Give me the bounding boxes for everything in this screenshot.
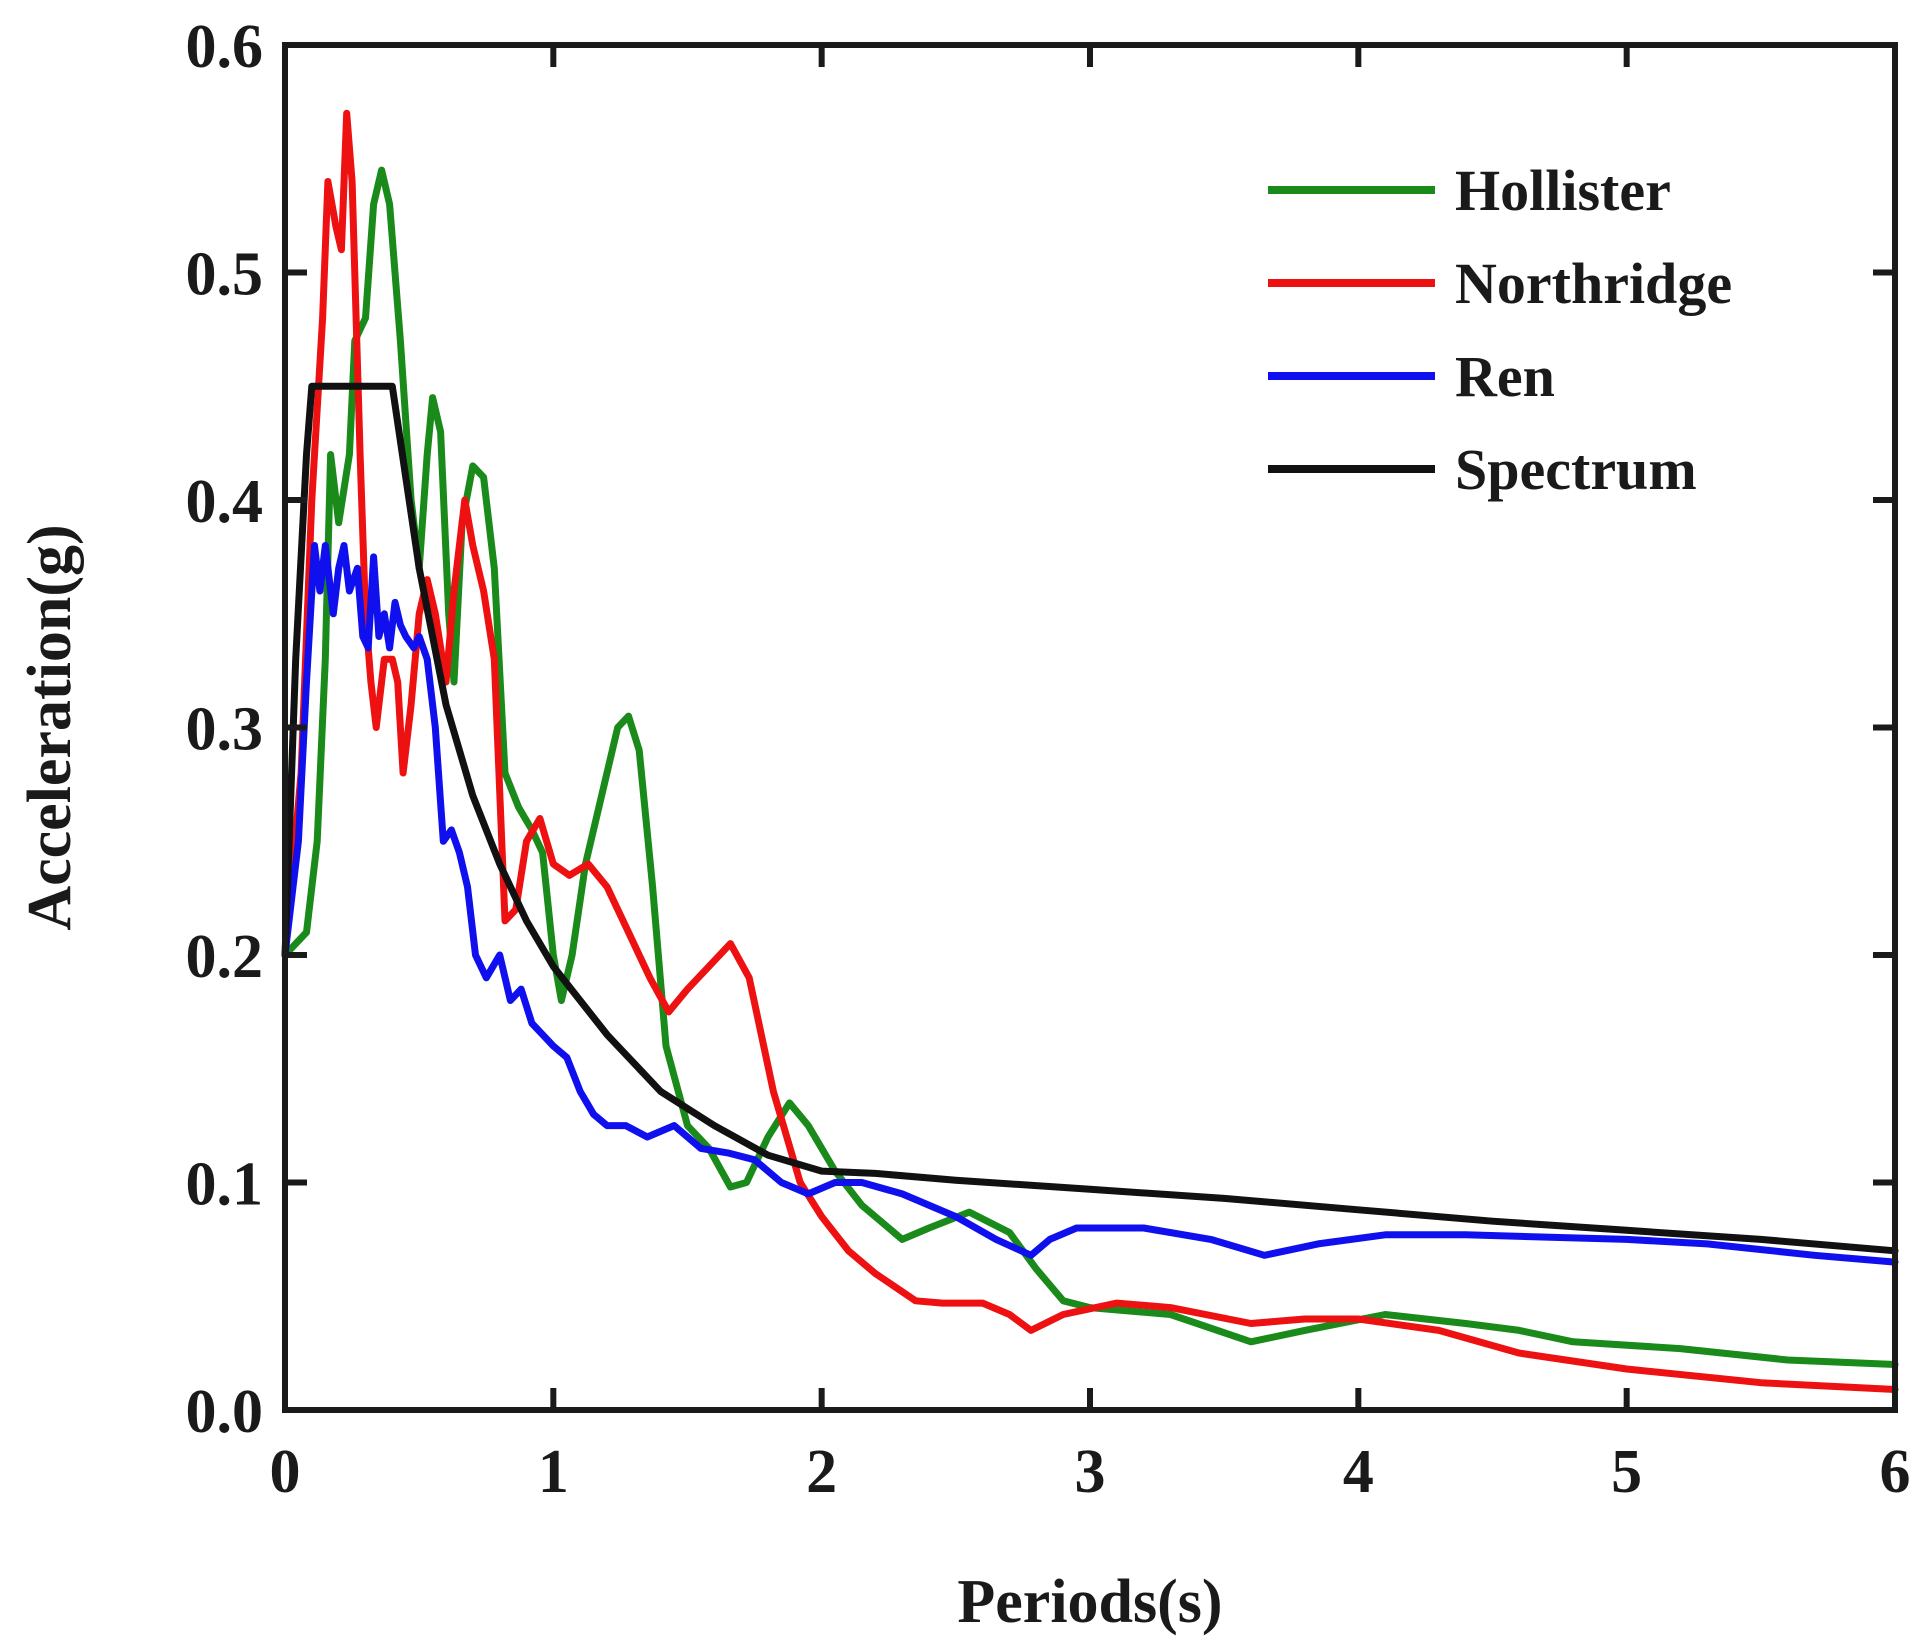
y-axis-title: Acceleration(g) <box>16 524 84 930</box>
y-tick-label: 0.2 <box>186 923 264 991</box>
y-tick-label: 0.0 <box>186 1378 264 1446</box>
x-tick-label: 2 <box>806 1438 837 1506</box>
x-tick-label: 3 <box>1075 1438 1106 1506</box>
y-tick-label: 0.5 <box>186 241 264 309</box>
ticks-layer <box>282 42 1898 1413</box>
x-tick-label: 1 <box>538 1438 569 1506</box>
x-tick-label: 4 <box>1343 1438 1374 1506</box>
x-tick-label: 5 <box>1611 1438 1642 1506</box>
y-tick-label: 0.6 <box>186 13 264 81</box>
y-tick-label: 0.1 <box>186 1151 264 1219</box>
x-axis-title: Periods(s) <box>957 1568 1222 1636</box>
y-tick-label: 0.4 <box>186 468 264 536</box>
legend-label-ren: Ren <box>1455 344 1555 409</box>
plot-frame <box>282 42 1898 1413</box>
series-line-ren <box>281 542 1899 1266</box>
legend-label-hollister: Hollister <box>1455 158 1671 223</box>
legend-label-northridge: Northridge <box>1455 251 1732 316</box>
series-line-hollister <box>281 166 1899 1368</box>
series-line-spectrum <box>281 382 1899 1255</box>
legend-label-spectrum: Spectrum <box>1455 437 1697 502</box>
x-tick-label: 6 <box>1880 1438 1911 1506</box>
y-tick-label: 0.3 <box>186 696 264 764</box>
x-tick-label: 0 <box>270 1438 301 1506</box>
series-layer <box>281 109 1899 1393</box>
labels-layer: 0 1 2 3 4 5 6 0.0 0.1 0.2 0.3 0.4 0.5 0.6 <box>186 13 1911 1506</box>
legend: Hollister Northridge Ren Spectrum <box>1268 158 1732 502</box>
